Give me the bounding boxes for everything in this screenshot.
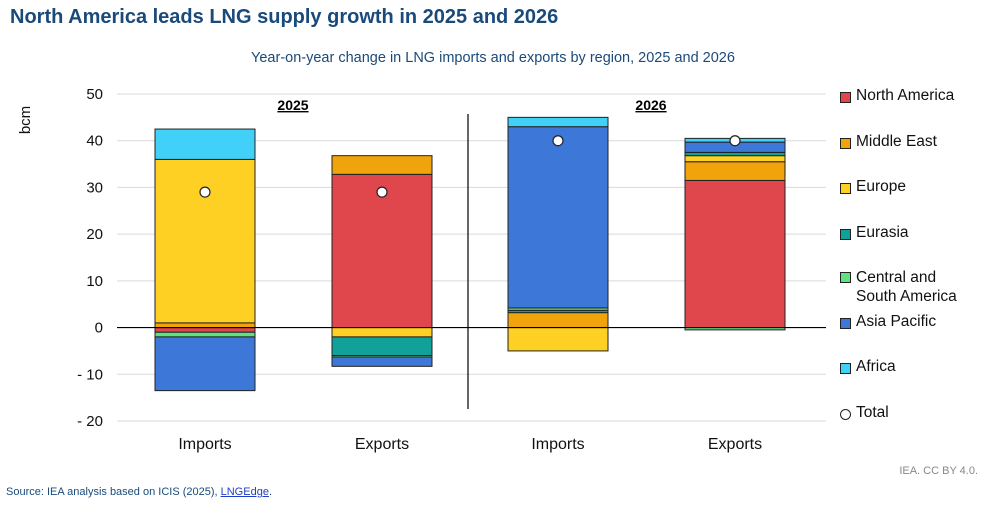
bar-segment-asia-pacific <box>507 126 609 309</box>
bar-segment-asia-pacific <box>154 336 256 392</box>
legend-item-africa: Africa <box>840 358 896 376</box>
credit: IEA. CC BY 4.0. <box>899 465 978 477</box>
y-tick-label: - 10 <box>77 366 103 383</box>
legend-swatch <box>840 272 851 283</box>
legend-label: Eurasia <box>856 224 909 241</box>
legend-label: Europe <box>856 178 906 195</box>
source-prefix: Source: IEA analysis based on ICIS (2025… <box>6 486 221 498</box>
chart-subtitle: Year-on-year change in LNG imports and e… <box>251 50 735 66</box>
bar-segment-middle-east <box>154 322 256 329</box>
y-tick-label: 40 <box>86 133 103 150</box>
legend-label: Central and South America <box>856 269 957 305</box>
total-marker <box>729 135 741 147</box>
y-tick-label: 10 <box>86 273 103 290</box>
y-tick-label: 30 <box>86 179 103 196</box>
y-tick-label: - 20 <box>77 413 103 430</box>
y-tick-label: 0 <box>95 320 103 337</box>
page-title: North America leads LNG supply growth in… <box>10 6 559 28</box>
bar-segment-europe <box>154 158 256 324</box>
legend-item-north-america: North America <box>840 87 954 105</box>
legend-swatch <box>840 229 851 240</box>
source-suffix: . <box>268 486 272 498</box>
bar-segment-north-america <box>684 179 786 329</box>
legend-item-middle-east: Middle East <box>840 133 937 151</box>
legend-label: North America <box>856 87 955 104</box>
bar-chart: 50 40 30 20 10 0 - 10 - 20 bcm Imports Exports Impo… <box>17 86 826 453</box>
y-tick-label: 20 <box>86 226 103 243</box>
legend-swatch <box>840 363 851 374</box>
y-axis-label: bcm <box>17 106 34 134</box>
legend-item-europe: Europe <box>840 178 906 196</box>
source-note: Source: IEA analysis based on ICIS (2025… <box>6 486 272 498</box>
bar-segment-africa <box>507 116 609 128</box>
legend-label: Asia Pacific <box>856 313 937 330</box>
legend-total-marker <box>840 409 851 420</box>
legend-label: Middle East <box>856 133 937 150</box>
bar-segment-central-and-south-america <box>154 331 256 338</box>
bar-segment-north-america <box>154 327 256 333</box>
bar-segment-middle-east <box>331 155 433 175</box>
year-label: 2025 <box>277 97 308 113</box>
legend-item-eurasia: Eurasia <box>840 224 909 242</box>
legend-item-central-south-america: Central and South America <box>840 268 960 306</box>
bar-segment-middle-east <box>684 161 786 181</box>
x-category-label: Imports <box>531 436 584 453</box>
bar-segment-asia-pacific <box>331 356 433 367</box>
legend-label: Total <box>856 404 889 421</box>
bar-segment-eurasia <box>331 336 433 357</box>
legend-swatch <box>840 138 851 149</box>
total-marker <box>376 186 388 198</box>
total-marker <box>199 186 211 198</box>
legend-item-asia-pacific: Asia Pacific <box>840 313 936 331</box>
bar-segment-north-america <box>331 173 433 329</box>
x-category-label: Exports <box>355 436 409 453</box>
year-label: 2026 <box>635 97 666 113</box>
legend-swatch <box>840 318 851 329</box>
bar-segment-europe <box>684 155 786 163</box>
bar-segment-europe <box>507 327 609 352</box>
source-link[interactable]: LNGEdge <box>220 486 269 498</box>
legend-swatch <box>840 183 851 194</box>
x-category-label: Exports <box>708 436 762 453</box>
bar-segment-europe <box>331 327 433 338</box>
y-tick-label: 50 <box>86 86 103 103</box>
x-category-label: Imports <box>178 436 231 453</box>
bar-segment-africa <box>154 128 256 160</box>
legend-label: Africa <box>856 358 896 375</box>
legend-swatch <box>840 92 851 103</box>
total-marker <box>552 135 564 147</box>
legend-item-total: Total <box>840 404 889 422</box>
bar-segment-middle-east <box>507 312 609 329</box>
